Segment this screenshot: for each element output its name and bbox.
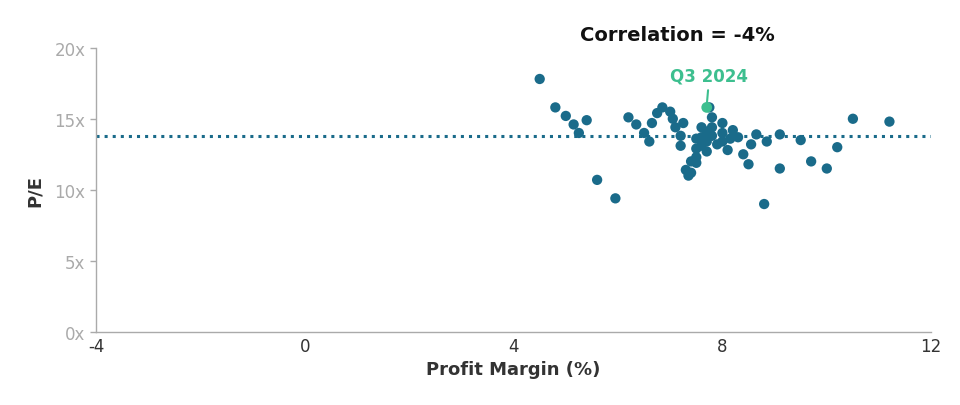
X-axis label: Profit Margin (%): Profit Margin (%) xyxy=(426,360,601,378)
Point xyxy=(589,177,605,183)
Point xyxy=(714,120,730,127)
Point xyxy=(608,196,623,202)
Point xyxy=(756,201,772,208)
Text: Correlation = -4%: Correlation = -4% xyxy=(581,26,775,45)
Point xyxy=(772,132,787,138)
Point xyxy=(650,111,665,117)
Point xyxy=(644,120,660,127)
Y-axis label: P/E: P/E xyxy=(26,175,43,206)
Point xyxy=(558,113,573,120)
Point xyxy=(684,159,699,165)
Point xyxy=(694,125,709,131)
Point xyxy=(699,139,714,145)
Point xyxy=(705,133,720,140)
Point xyxy=(772,166,787,173)
Point xyxy=(705,115,720,122)
Point xyxy=(725,128,740,134)
Point xyxy=(547,105,563,111)
Point xyxy=(699,129,714,135)
Point xyxy=(688,136,704,143)
Point xyxy=(749,132,764,138)
Point xyxy=(714,130,730,137)
Point xyxy=(621,115,636,122)
Point xyxy=(678,167,693,174)
Point xyxy=(714,139,730,145)
Point xyxy=(676,120,691,127)
Point xyxy=(720,147,735,154)
Point xyxy=(673,133,688,140)
Point xyxy=(629,122,644,128)
Point xyxy=(699,105,714,111)
Point xyxy=(845,116,860,123)
Point xyxy=(694,134,709,141)
Point xyxy=(709,142,725,148)
Point xyxy=(684,170,699,177)
Point xyxy=(793,137,808,144)
Point xyxy=(743,142,758,148)
Point xyxy=(636,130,652,137)
Point xyxy=(804,159,819,165)
Point xyxy=(579,117,594,124)
Point xyxy=(759,139,775,145)
Point xyxy=(702,105,717,111)
Point xyxy=(741,162,756,168)
Point xyxy=(688,154,704,161)
Point xyxy=(688,146,704,152)
Point xyxy=(532,77,547,83)
Point xyxy=(723,136,738,143)
Point xyxy=(705,125,720,131)
Point xyxy=(665,116,681,123)
Point xyxy=(829,145,845,151)
Point xyxy=(655,105,670,111)
Point xyxy=(731,134,746,141)
Point xyxy=(819,166,834,173)
Text: Q3 2024: Q3 2024 xyxy=(670,68,749,103)
Point xyxy=(673,143,688,149)
Point xyxy=(699,149,714,155)
Point xyxy=(694,143,709,149)
Point xyxy=(881,119,897,126)
Point xyxy=(571,130,587,137)
Point xyxy=(566,122,582,128)
Point xyxy=(668,125,684,131)
Point xyxy=(641,139,657,145)
Point xyxy=(735,151,751,158)
Point xyxy=(688,160,704,167)
Point xyxy=(681,173,696,179)
Point xyxy=(662,109,678,116)
